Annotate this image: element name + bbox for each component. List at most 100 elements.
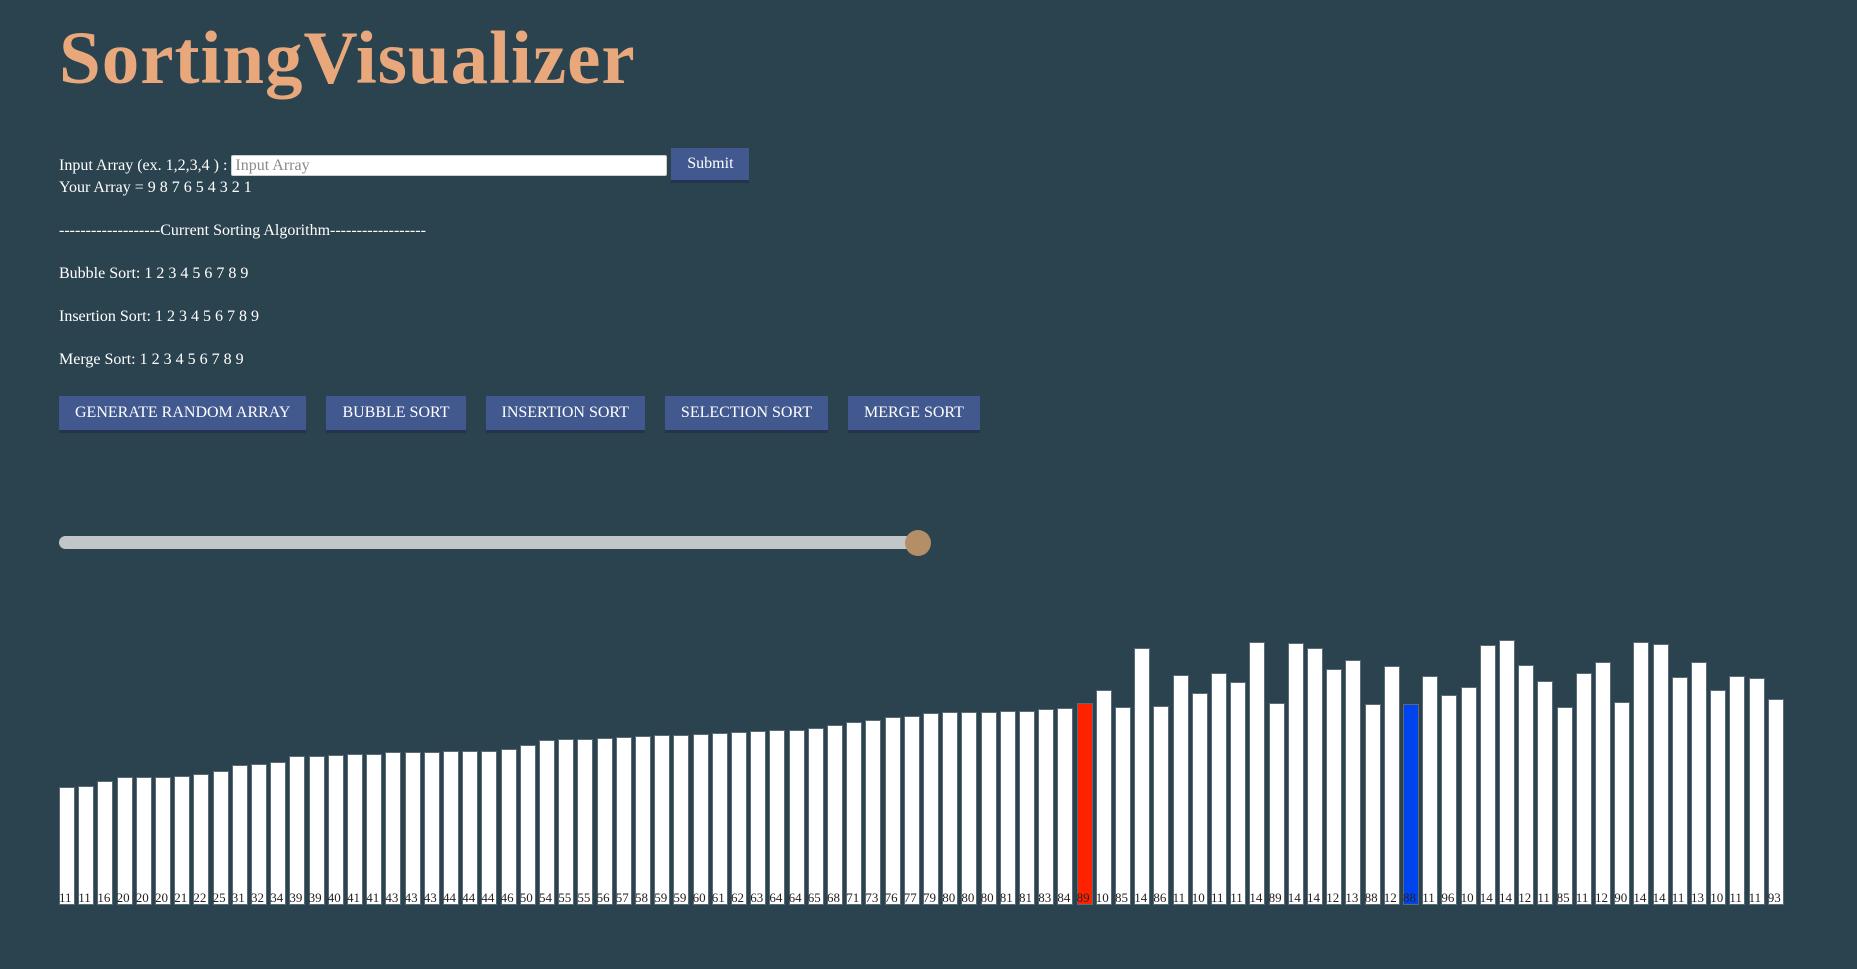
array-bar	[212, 771, 229, 905]
array-bar-label: 81	[999, 890, 1013, 905]
array-bar	[443, 750, 459, 905]
insertion-sort-button[interactable]: INSERTION SORT	[485, 396, 645, 433]
array-bar-label: 41	[347, 890, 360, 905]
array-bar	[1729, 676, 1746, 905]
array-bar	[1460, 686, 1477, 905]
array-bar-label: 10	[1095, 890, 1109, 905]
array-bar-label: 80	[980, 890, 994, 905]
array-bar	[1422, 676, 1439, 905]
array-bar	[155, 776, 171, 905]
array-bar-label: 11	[1537, 890, 1550, 905]
slider-thumb[interactable]	[905, 530, 931, 556]
array-bar-label: 64	[788, 890, 802, 905]
array-bar	[980, 712, 997, 905]
array-bar	[193, 774, 210, 905]
array-bar	[1019, 711, 1035, 905]
array-bar	[1518, 665, 1535, 905]
array-bar-label: 39	[308, 890, 322, 905]
array-bar	[423, 752, 440, 905]
array-bar-label: 56	[596, 890, 610, 905]
array-bar-label: 10	[1460, 890, 1474, 905]
array-bar	[116, 776, 133, 905]
array-bar-label: 14	[1479, 890, 1493, 905]
array-bar-label: 96	[1441, 890, 1455, 905]
array-bar-label: 77	[903, 890, 917, 905]
array-bar-label: 80	[942, 890, 956, 905]
array-bar	[174, 775, 191, 905]
merge-sort-button[interactable]: MERGE SORT	[847, 396, 980, 433]
array-bar	[1595, 662, 1611, 905]
array-bar	[692, 733, 709, 905]
array-bar-label: 40	[327, 890, 341, 905]
array-bar-label: 14	[1307, 890, 1320, 905]
speed-slider[interactable]	[59, 530, 935, 556]
array-bar-label: 62	[731, 890, 744, 905]
array-bar	[1076, 702, 1093, 905]
array-bar-label: 22	[193, 890, 207, 905]
array-bar	[1575, 672, 1592, 905]
array-bar	[1710, 689, 1727, 905]
array-bar-label: 12	[1326, 890, 1340, 905]
bubble-sort-button[interactable]: BUBBLE SORT	[326, 396, 466, 433]
array-bar	[807, 728, 824, 905]
array-bar-label: 32	[251, 890, 264, 905]
array-bar-label: 81	[1019, 890, 1032, 905]
array-bar-label: 44	[481, 890, 495, 905]
array-bar-label: 16	[97, 890, 111, 905]
slider-track[interactable]	[59, 536, 927, 549]
array-bar	[289, 756, 306, 905]
array-bar-label: 13	[1345, 890, 1359, 905]
array-bar	[1364, 703, 1381, 905]
array-bar-label: 20	[135, 890, 149, 905]
array-bar	[1326, 668, 1343, 905]
array-bar	[1134, 648, 1151, 905]
array-bar-label: 14	[1287, 890, 1301, 905]
array-bar-label: 55	[577, 890, 591, 905]
array-bar	[1614, 701, 1631, 905]
array-bar-label: 43	[423, 890, 437, 905]
array-bar-label: 71	[846, 890, 860, 905]
bubble-sort-result: Bubble Sort: 1 2 3 4 5 6 7 8 9	[59, 265, 249, 282]
array-bar	[59, 787, 75, 905]
array-bar-label: 14	[1652, 890, 1666, 905]
array-bar-label: 55	[558, 890, 572, 905]
array-bar	[135, 776, 152, 905]
array-bar	[327, 755, 344, 905]
merge-sort-result: Merge Sort: 1 2 3 4 5 6 7 8 9	[59, 351, 244, 368]
selection-sort-button[interactable]: SELECTION SORT	[664, 396, 828, 433]
your-array-text: Your Array = 9 8 7 6 5 4 3 2 1	[59, 179, 252, 196]
array-bar	[769, 729, 786, 905]
generate-random-array-button[interactable]: GENERATE RANDOM ARRAY	[59, 396, 307, 433]
array-bar	[827, 725, 843, 905]
submit-button[interactable]: Submit	[671, 148, 750, 183]
array-bar	[1441, 695, 1458, 905]
array-bar-label: 41	[366, 890, 380, 905]
array-bar-label: 11	[1575, 890, 1589, 905]
array-bar	[1287, 642, 1304, 905]
array-bar	[1172, 674, 1189, 905]
array-bar-label: 44	[462, 890, 476, 905]
array-bar-label: 93	[1767, 890, 1781, 905]
array-bar-label: 59	[673, 890, 687, 905]
array-bar	[385, 752, 402, 905]
array-bar-label: 89	[1268, 890, 1282, 905]
array-bar-label: 12	[1383, 890, 1397, 905]
array-bar	[1652, 643, 1669, 905]
array-bar	[97, 780, 114, 905]
array-bar	[923, 713, 939, 905]
array-bar-label: 44	[443, 890, 456, 905]
array-bar	[1057, 708, 1074, 905]
input-array-field[interactable]	[231, 155, 668, 176]
page-title: SortingVisualizer	[59, 17, 636, 100]
array-bar-label: 11	[1230, 890, 1243, 905]
array-bar	[1345, 659, 1362, 905]
array-bar-label: 64	[769, 890, 783, 905]
array-bar-label: 85	[1556, 890, 1570, 905]
array-bar	[673, 734, 690, 905]
array-bar-label: 20	[116, 890, 130, 905]
array-bar	[577, 739, 594, 905]
array-bar	[1537, 681, 1554, 905]
array-bar-label: 14	[1249, 890, 1263, 905]
array-bar	[539, 740, 555, 905]
array-bar	[270, 761, 287, 905]
